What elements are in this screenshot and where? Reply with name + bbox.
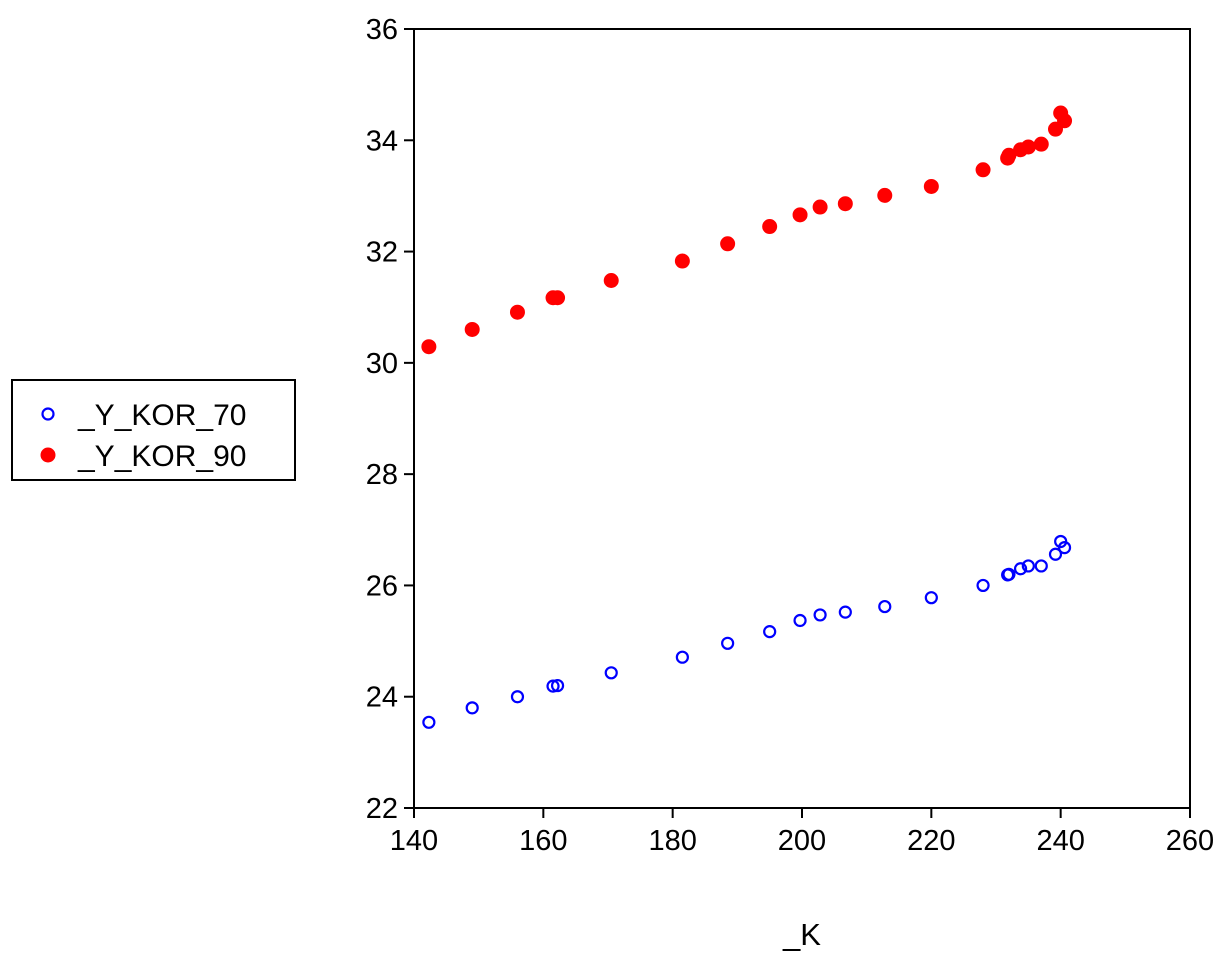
data-point [793,613,807,628]
y-tick-label: 26 [366,570,398,602]
x-tick-label: 180 [648,825,696,857]
data-point [421,339,437,355]
data-point [792,207,808,223]
data-point [812,199,828,215]
data-point [1048,547,1063,561]
data-point [763,625,777,639]
x-tick-label: 260 [1166,825,1214,857]
data-point [546,679,560,693]
legend-marker [41,407,55,421]
data-point [674,253,690,269]
y-tick-label: 36 [366,14,398,46]
x-tick-label: 240 [1036,825,1084,857]
plot-area: 22 24 26 28 30 32 34 36 140 160 180 200 220 240 260 [366,14,1214,857]
x-tick-label: 160 [519,825,567,857]
x-axis-title: _K [782,917,821,952]
data-point [975,162,991,178]
legend: _Y_KOR_70 _Y_KOR_90 [11,379,296,481]
data-point [837,196,853,212]
data-point [1057,113,1073,129]
data-point [1013,562,1028,576]
data-point [509,304,525,320]
data-point [604,666,618,680]
x-tick-label: 200 [778,825,826,857]
x-tick-label: 220 [907,825,955,857]
legend-marker [40,447,56,463]
series-y-kor-70 [422,534,1072,729]
y-tick-label: 32 [366,237,398,269]
data-point [1033,136,1049,152]
data-point [762,219,778,235]
data-point [878,599,892,614]
data-point [721,636,735,650]
legend-label: _Y_KOR_90 [77,440,246,473]
data-point [464,321,480,337]
data-point [976,578,990,593]
legend-label: _Y_KOR_70 [77,399,246,432]
data-point [1020,139,1036,155]
data-point [510,690,525,704]
legend-box [11,379,296,481]
data-point [813,608,827,622]
data-point [550,678,565,693]
data-point [465,701,479,715]
y-tick-label: 28 [366,459,398,491]
y-tick-label: 22 [366,793,398,825]
data-point [924,591,938,605]
data-point [422,715,436,729]
data-point [1021,559,1035,573]
y-tick-label: 24 [366,682,398,714]
data-point [1034,559,1048,573]
data-point [877,187,893,203]
data-point [838,605,852,619]
y-tick-label: 34 [366,125,398,157]
data-point [1002,567,1016,581]
data-point [923,178,939,194]
data-point [675,650,689,664]
x-tick-label: 140 [390,825,438,857]
y-tick-label: 30 [366,348,398,380]
series-y-kor-90 [421,105,1073,355]
data-point [550,290,566,306]
data-point [1057,540,1072,555]
data-point [603,273,619,289]
data-point [720,236,736,252]
